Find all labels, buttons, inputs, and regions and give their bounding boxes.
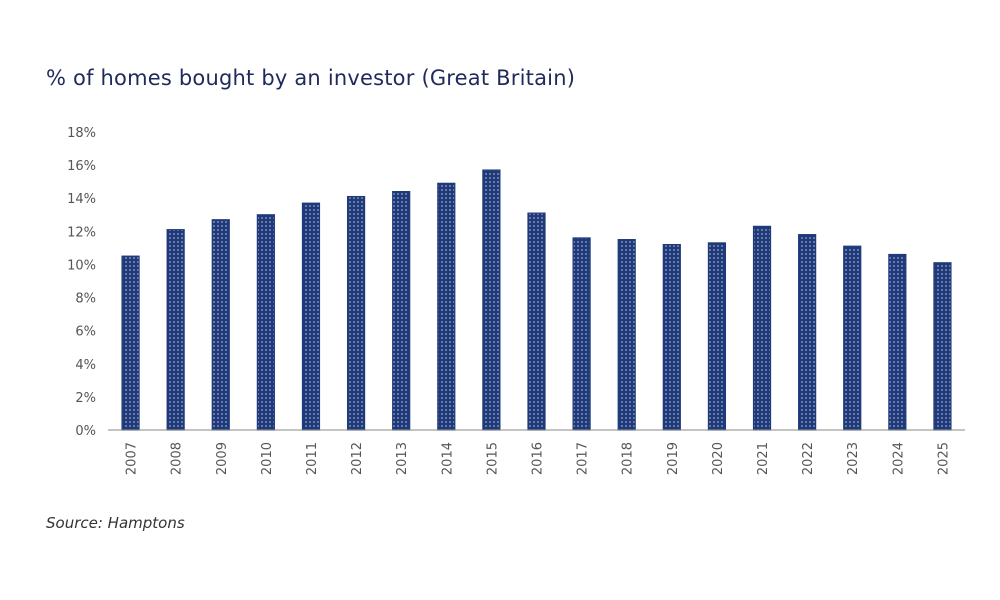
x-tick-label: 2024 xyxy=(891,442,906,475)
y-tick-label: 18% xyxy=(67,126,96,141)
x-tick-label: 2017 xyxy=(576,442,591,475)
bar-2021 xyxy=(752,225,772,431)
y-tick-label: 4% xyxy=(75,358,96,373)
bar-2025 xyxy=(933,262,952,431)
bar-2017 xyxy=(572,237,591,431)
y-tick-label: 0% xyxy=(75,424,96,439)
bar-2022 xyxy=(798,234,817,431)
x-tick-label: 2016 xyxy=(531,442,546,475)
x-tick-label: 2018 xyxy=(621,442,636,475)
y-tick-label: 16% xyxy=(67,159,96,174)
bar-2019 xyxy=(662,243,681,431)
bar-2009 xyxy=(211,219,230,431)
chart-title: % of homes bought by an investor (Great … xyxy=(46,66,576,90)
bar-2007 xyxy=(121,255,140,431)
x-tick-label: 2023 xyxy=(846,442,861,475)
x-tick-label: 2013 xyxy=(395,442,410,475)
bar-2010 xyxy=(256,214,275,431)
x-tick-label: 2007 xyxy=(125,442,140,475)
x-tick-label: 2020 xyxy=(711,442,726,475)
x-tick-label: 2009 xyxy=(215,442,230,475)
x-tick-label: 2025 xyxy=(936,442,951,475)
bar-2024 xyxy=(888,253,907,431)
bar-2015 xyxy=(482,169,501,431)
bar-2020 xyxy=(707,242,727,431)
x-tick-label: 2015 xyxy=(485,442,500,475)
y-tick-label: 8% xyxy=(75,292,96,307)
y-tick-label: 6% xyxy=(75,325,96,340)
x-tick-label: 2012 xyxy=(350,442,365,475)
x-tick-label: 2014 xyxy=(440,442,455,475)
y-tick-label: 12% xyxy=(67,225,96,240)
bar-2018 xyxy=(617,239,636,431)
y-tick-label: 10% xyxy=(67,258,96,273)
x-tick-label: 2011 xyxy=(305,442,320,475)
source-note: Source: Hamptons xyxy=(46,514,185,532)
x-tick-label: 2022 xyxy=(801,442,816,475)
x-tick-label: 2008 xyxy=(170,442,185,475)
y-tick-label: 14% xyxy=(67,192,96,207)
bar-2013 xyxy=(392,191,411,431)
bars xyxy=(121,169,952,431)
y-tick-label: 2% xyxy=(75,391,96,406)
bar-2012 xyxy=(346,195,366,431)
bar-2023 xyxy=(843,245,862,431)
x-axis-ticks: 2007 2008 2009 2010 2011 2012 2013 2014 2015 2016… xyxy=(125,442,952,475)
bar-2011 xyxy=(301,202,321,431)
x-tick-label: 2019 xyxy=(666,442,681,475)
bar-2008 xyxy=(166,229,185,431)
bar-2014 xyxy=(437,182,456,431)
bar-2016 xyxy=(527,212,546,431)
x-tick-label: 2021 xyxy=(756,442,771,475)
x-tick-label: 2010 xyxy=(260,442,275,475)
y-axis-ticks: 0% 2% 4% 6% 8% 10% 12% 14% 16% 18% xyxy=(67,126,96,439)
